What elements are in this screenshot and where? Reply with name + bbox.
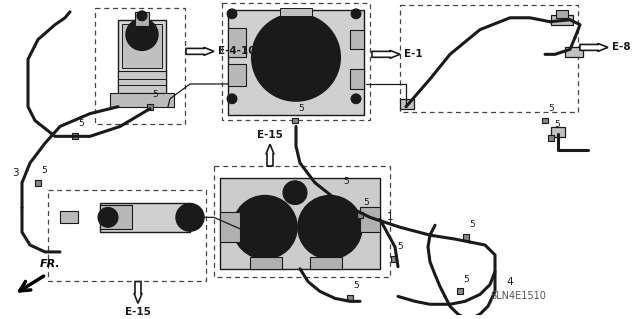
Text: 5: 5 xyxy=(363,198,369,207)
Text: 5: 5 xyxy=(298,104,304,113)
Bar xyxy=(228,64,246,86)
Polygon shape xyxy=(580,43,608,51)
Bar xyxy=(280,8,312,16)
Bar xyxy=(135,12,149,26)
Circle shape xyxy=(227,94,237,104)
Text: E-15: E-15 xyxy=(125,307,151,317)
Bar xyxy=(95,8,185,124)
Circle shape xyxy=(183,211,197,224)
Text: 5: 5 xyxy=(343,177,349,186)
Text: 5: 5 xyxy=(397,242,403,251)
Text: 5: 5 xyxy=(463,275,468,284)
Text: 5: 5 xyxy=(548,104,554,113)
Circle shape xyxy=(245,207,285,247)
Bar xyxy=(118,71,166,93)
Bar xyxy=(228,10,364,115)
Bar xyxy=(565,48,583,57)
Polygon shape xyxy=(134,282,142,303)
Text: E-8: E-8 xyxy=(612,42,630,52)
Bar xyxy=(400,99,414,109)
Circle shape xyxy=(351,9,361,19)
Bar xyxy=(122,24,162,68)
Polygon shape xyxy=(186,48,214,55)
Bar xyxy=(551,128,565,137)
Circle shape xyxy=(126,19,158,50)
Bar xyxy=(360,207,380,232)
Bar xyxy=(118,20,166,94)
Bar xyxy=(551,15,573,25)
Bar xyxy=(337,191,343,197)
Text: 1: 1 xyxy=(387,212,394,222)
Polygon shape xyxy=(266,144,274,166)
Text: 3: 3 xyxy=(12,168,19,178)
Bar xyxy=(400,5,578,112)
Circle shape xyxy=(103,212,113,222)
Circle shape xyxy=(252,14,340,101)
Circle shape xyxy=(262,24,330,91)
Bar xyxy=(310,257,342,269)
Bar xyxy=(542,118,548,123)
Bar xyxy=(100,205,132,229)
Circle shape xyxy=(298,196,362,259)
Text: 5: 5 xyxy=(41,166,47,175)
Text: FR.: FR. xyxy=(40,259,61,269)
Text: E-1: E-1 xyxy=(404,49,422,59)
Circle shape xyxy=(283,181,307,204)
Circle shape xyxy=(351,94,361,104)
Bar xyxy=(350,69,364,89)
Circle shape xyxy=(176,204,204,231)
Bar xyxy=(463,234,469,240)
Bar xyxy=(100,203,190,232)
Bar xyxy=(548,135,554,141)
Bar xyxy=(220,178,380,269)
Bar xyxy=(60,211,78,223)
Bar xyxy=(110,93,174,107)
Text: E-15: E-15 xyxy=(257,130,283,140)
Bar xyxy=(250,257,282,269)
Circle shape xyxy=(227,9,237,19)
Text: SLN4E1510: SLN4E1510 xyxy=(490,291,546,301)
Bar xyxy=(391,256,397,262)
Circle shape xyxy=(98,207,118,227)
Text: 5: 5 xyxy=(469,220,475,229)
Bar xyxy=(350,30,364,49)
Circle shape xyxy=(137,11,147,21)
Circle shape xyxy=(233,196,297,259)
Bar xyxy=(220,212,240,242)
Circle shape xyxy=(134,27,150,42)
Polygon shape xyxy=(372,50,400,58)
Bar xyxy=(228,28,246,57)
Bar xyxy=(556,10,568,18)
Text: 5: 5 xyxy=(554,121,560,130)
Text: 5: 5 xyxy=(152,90,157,99)
Bar xyxy=(292,118,298,123)
Bar xyxy=(72,133,78,139)
Circle shape xyxy=(278,40,314,75)
Bar xyxy=(147,104,153,110)
Circle shape xyxy=(310,207,350,247)
Text: 4: 4 xyxy=(507,277,513,286)
Bar xyxy=(48,190,206,281)
Text: 5: 5 xyxy=(353,281,359,291)
Text: 5: 5 xyxy=(78,119,84,129)
Bar xyxy=(222,3,370,120)
Bar xyxy=(35,180,41,186)
Bar xyxy=(214,166,390,277)
Bar xyxy=(347,295,353,301)
Bar xyxy=(457,288,463,294)
Text: E-4-10: E-4-10 xyxy=(218,46,255,56)
Bar xyxy=(357,212,363,218)
